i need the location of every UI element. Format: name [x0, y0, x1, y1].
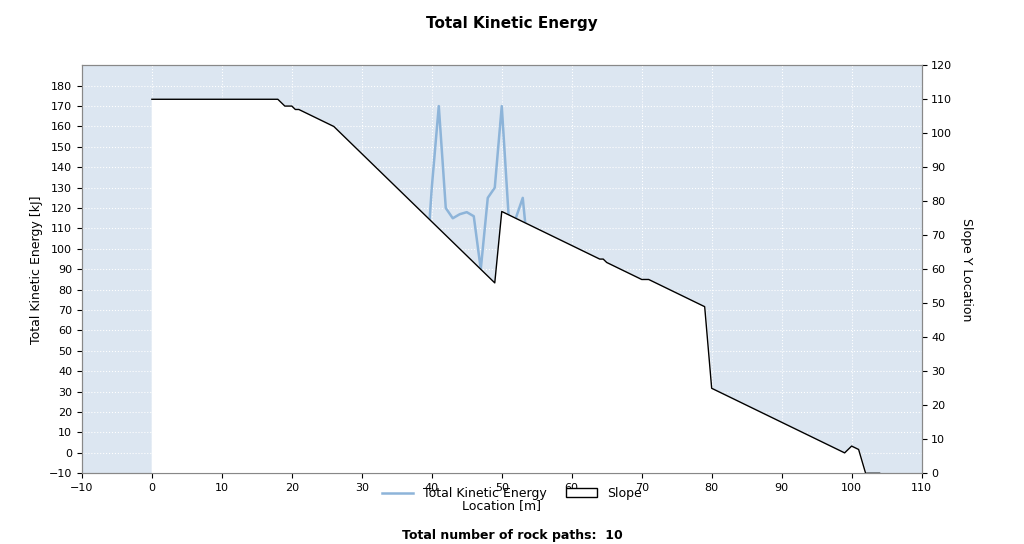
Text: Total number of rock paths:  10: Total number of rock paths: 10 [401, 529, 623, 542]
X-axis label: Location [m]: Location [m] [462, 498, 542, 511]
Legend: Total Kinetic Energy, Slope: Total Kinetic Energy, Slope [377, 482, 647, 505]
Y-axis label: Slope Y Location: Slope Y Location [961, 218, 973, 321]
Y-axis label: Total Kinetic Energy [kJ]: Total Kinetic Energy [kJ] [31, 195, 43, 343]
Text: Total Kinetic Energy: Total Kinetic Energy [426, 16, 598, 32]
